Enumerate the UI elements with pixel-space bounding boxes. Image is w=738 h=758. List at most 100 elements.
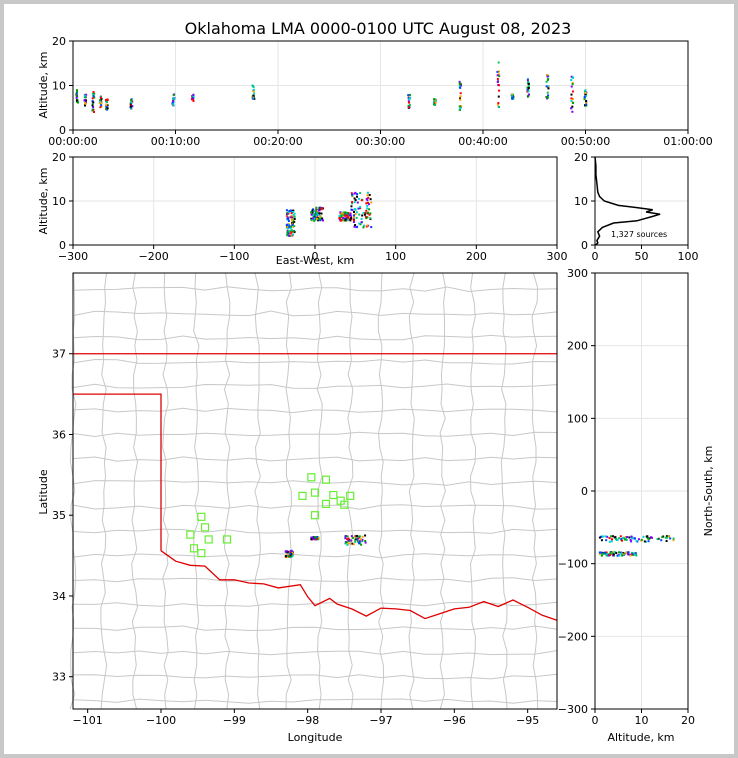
- station-marker: [340, 500, 349, 509]
- y-tick-label: 33: [52, 671, 66, 684]
- source-point: [319, 215, 322, 218]
- source-point: [83, 96, 86, 99]
- source-point: [310, 211, 313, 214]
- source-point: [358, 535, 361, 538]
- source-point: [252, 94, 255, 97]
- source-point: [512, 95, 515, 98]
- source-point: [650, 536, 653, 539]
- county-line: [377, 272, 385, 710]
- source-point: [460, 105, 463, 108]
- source-point: [353, 225, 356, 228]
- source-point: [355, 211, 358, 214]
- source-point: [619, 551, 622, 554]
- source-point: [284, 555, 287, 558]
- source-point: [313, 218, 316, 221]
- source-point: [605, 554, 608, 557]
- source-point: [600, 535, 603, 538]
- source-point: [131, 105, 134, 108]
- source-point: [347, 539, 350, 542]
- source-point: [92, 101, 95, 104]
- source-point: [584, 89, 587, 92]
- source-point: [361, 540, 364, 543]
- ew-height-xlabel: East-West, km: [276, 254, 354, 267]
- ns-height-panel: 0 10 20 −300 −200 −100 0 100 200 300 North-South,…: [558, 267, 715, 744]
- source-point: [366, 224, 369, 227]
- source-point: [312, 208, 315, 211]
- source-point: [315, 214, 318, 217]
- source-point: [92, 91, 95, 94]
- source-point: [349, 212, 352, 215]
- source-point: [289, 229, 292, 232]
- source-point: [656, 538, 659, 541]
- source-point: [345, 541, 348, 544]
- source-point: [346, 213, 349, 216]
- source-point: [291, 552, 294, 555]
- source-point: [292, 209, 295, 212]
- county-line: [162, 272, 169, 710]
- time-height-ticks: 00:00:00 00:10:00 00:20:00 00:30:00 00:40:00…: [48, 35, 712, 148]
- source-point: [408, 101, 411, 104]
- source-point: [342, 219, 345, 222]
- source-point: [313, 213, 316, 216]
- county-line: [469, 272, 477, 710]
- source-point: [623, 537, 626, 540]
- source-point: [629, 554, 632, 557]
- county-line: [72, 286, 558, 293]
- source-point: [623, 538, 626, 541]
- source-point: [338, 216, 341, 219]
- source-point: [314, 210, 317, 213]
- source-point: [434, 103, 437, 106]
- source-point: [640, 538, 643, 541]
- source-point: [570, 97, 573, 100]
- source-point: [341, 212, 344, 215]
- source-point: [546, 73, 549, 76]
- source-point: [600, 554, 603, 557]
- source-point: [645, 535, 648, 538]
- source-point: [314, 537, 317, 540]
- source-point: [368, 213, 371, 216]
- state-border: [73, 353, 558, 621]
- source-point: [346, 538, 349, 541]
- source-point: [360, 221, 363, 224]
- source-point: [100, 105, 103, 108]
- y-tick-label: 100: [567, 412, 588, 425]
- source-point: [75, 99, 78, 102]
- source-point: [338, 218, 341, 221]
- source-point: [292, 225, 295, 228]
- source-point: [571, 90, 574, 93]
- source-point: [546, 79, 549, 82]
- source-point: [344, 542, 347, 545]
- source-point: [352, 219, 355, 222]
- source-point: [353, 208, 356, 211]
- source-point: [358, 213, 361, 216]
- source-point: [598, 551, 601, 554]
- source-point: [458, 105, 461, 108]
- station-marker: [197, 549, 206, 558]
- source-point: [366, 211, 369, 214]
- county-lines: [69, 272, 558, 710]
- source-point: [407, 100, 410, 103]
- ew-height-panel: −300 −200 −100 0 100 200 300 0 10 20 Altitude, km…: [37, 151, 568, 267]
- source-point: [364, 534, 367, 537]
- source-point: [357, 537, 360, 540]
- source-point: [622, 536, 625, 539]
- source-point: [364, 541, 367, 544]
- source-point: [633, 537, 636, 540]
- source-point: [350, 535, 353, 538]
- source-point: [497, 70, 500, 73]
- station-marker: [346, 491, 355, 500]
- source-point: [286, 227, 289, 230]
- source-point: [358, 222, 361, 225]
- x-tick-label: 300: [547, 250, 568, 263]
- source-point: [344, 218, 347, 221]
- source-point: [291, 222, 294, 225]
- source-point: [129, 103, 132, 106]
- county-line: [131, 272, 139, 710]
- source-point: [289, 227, 292, 230]
- source-point: [629, 538, 632, 541]
- source-point: [365, 202, 368, 205]
- source-point: [290, 549, 293, 552]
- county-line: [72, 650, 558, 656]
- time-height-ylabel: Altitude, km: [37, 51, 50, 118]
- source-point: [357, 207, 360, 210]
